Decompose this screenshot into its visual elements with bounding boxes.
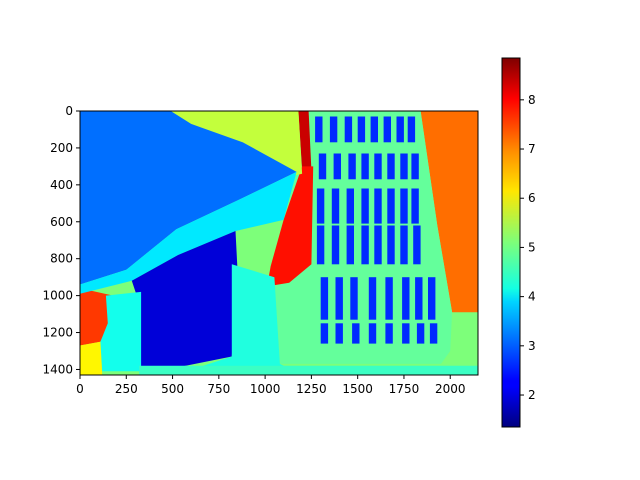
window (387, 188, 395, 224)
window (387, 153, 395, 180)
x-tick-label: 0 (76, 382, 84, 396)
heatmap-windows (315, 116, 438, 344)
window (357, 116, 366, 143)
x-axis-ticks: 0 250 500 750 1000 1250 1500 1750 2000 (76, 375, 466, 396)
window (400, 188, 408, 224)
axes-frame (79, 110, 479, 376)
window (402, 277, 410, 320)
window (320, 323, 329, 344)
window (329, 116, 338, 143)
region-orange-wall (267, 166, 314, 287)
window (411, 153, 419, 180)
window (346, 188, 354, 224)
y-axis-ticks: 0 200 400 600 800 1000 1200 1400 (42, 104, 80, 376)
region-lower-facade (180, 264, 299, 374)
window (361, 188, 369, 224)
y-tick-label: 600 (50, 215, 73, 229)
window (407, 116, 416, 143)
window (335, 323, 343, 344)
y-tick-label: 1200 (42, 326, 73, 340)
window (416, 323, 425, 344)
window (370, 116, 378, 143)
window (352, 323, 360, 344)
x-tick-label: 500 (161, 382, 184, 396)
window (368, 323, 377, 344)
x-tick-label: 250 (115, 382, 138, 396)
region-bottom-left-corner (80, 341, 103, 375)
x-tick-label: 1000 (250, 382, 281, 396)
window (350, 277, 358, 320)
window (318, 153, 327, 180)
window (331, 225, 340, 265)
window (315, 116, 323, 143)
x-tick-label: 1750 (389, 382, 420, 396)
y-tick-label: 800 (50, 252, 73, 266)
window (429, 323, 438, 344)
colorbar-tick-label: 6 (528, 191, 536, 205)
window (374, 188, 382, 224)
window (344, 116, 353, 143)
window (400, 225, 408, 265)
window (374, 153, 382, 180)
colorbar-tick-label: 2 (528, 388, 536, 402)
region-canopy-edge (80, 171, 297, 294)
window (333, 153, 341, 180)
window (335, 277, 343, 320)
region-canopy-ceiling (80, 111, 297, 285)
window (383, 116, 391, 143)
region-column-left (100, 291, 142, 372)
x-tick-label: 2000 (435, 382, 466, 396)
window (361, 225, 369, 265)
colorbar-tick-label: 5 (528, 240, 536, 254)
window (402, 323, 410, 344)
region-sky-right (420, 111, 478, 313)
window (387, 225, 395, 265)
x-tick-label: 1250 (296, 382, 327, 396)
window (411, 188, 419, 224)
window (316, 188, 325, 224)
window (368, 277, 377, 320)
window (316, 225, 325, 265)
y-tick-label: 200 (50, 141, 73, 155)
window (361, 153, 369, 180)
colorbar-tick-label: 3 (528, 339, 536, 353)
window (331, 188, 340, 224)
y-tick-label: 400 (50, 178, 73, 192)
window (385, 277, 393, 320)
colorbar-tick-label: 4 (528, 290, 536, 304)
window (415, 277, 423, 320)
region-ground (139, 365, 478, 375)
region-left-wall (80, 288, 110, 346)
window (348, 153, 356, 180)
colorbar-ticks: 2 3 4 5 6 7 8 (520, 93, 536, 402)
x-tick-label: 750 (207, 382, 230, 396)
y-tick-label: 0 (65, 104, 73, 118)
y-tick-label: 1000 (42, 289, 73, 303)
window (374, 225, 382, 265)
window (428, 277, 436, 320)
window (413, 225, 421, 265)
colorbar-tick-label: 8 (528, 93, 536, 107)
y-tick-label: 1400 (42, 362, 73, 376)
window (320, 277, 329, 320)
colorbar-tick-label: 7 (528, 142, 536, 156)
x-tick-label: 1500 (342, 382, 373, 396)
region-dark-recess (131, 231, 238, 368)
window (396, 116, 404, 143)
colorbar (501, 57, 521, 428)
window (346, 225, 354, 265)
region-red-strip (298, 111, 312, 171)
window (400, 153, 408, 180)
window (385, 323, 393, 344)
heatmap-image (80, 111, 478, 375)
